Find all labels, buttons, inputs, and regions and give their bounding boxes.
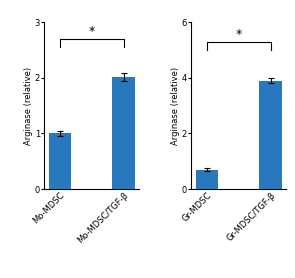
Y-axis label: Arginase (relative): Arginase (relative)	[24, 66, 33, 145]
Bar	[260, 81, 282, 189]
Bar	[112, 77, 135, 189]
Bar	[49, 133, 71, 189]
Text: *: *	[236, 28, 242, 41]
Text: *: *	[88, 25, 95, 38]
Bar	[196, 170, 218, 189]
Y-axis label: Arginase (relative): Arginase (relative)	[171, 66, 180, 145]
